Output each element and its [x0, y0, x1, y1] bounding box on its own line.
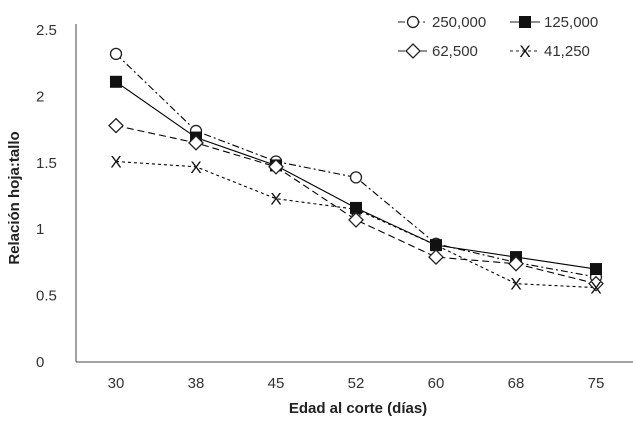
legend-label: 62,500 — [432, 43, 478, 60]
x-tick-label: 38 — [188, 375, 205, 392]
data-point-x: X — [110, 152, 121, 171]
data-point-diamond — [108, 117, 124, 134]
y-axis-label: Relación hoja:tallo — [6, 131, 23, 264]
data-point-diamond — [348, 211, 364, 228]
data-point-diamond — [428, 249, 444, 266]
x-tick-label: 52 — [348, 375, 365, 392]
y-tick-label: 2 — [36, 88, 44, 105]
legend-label: 125,000 — [544, 14, 598, 31]
data-point-x: X — [190, 158, 201, 177]
data-point-diamond — [588, 275, 604, 292]
data-point-x: X — [270, 190, 281, 209]
legend-label: 250,000 — [432, 14, 486, 31]
data-point-x: X — [350, 200, 361, 219]
data-point-x: X — [430, 236, 441, 255]
data-point-circle — [349, 171, 363, 184]
y-tick-label: 0.5 — [36, 288, 57, 305]
legend: 250,000 125,000 62,500 X 41,250 — [398, 14, 598, 61]
data-point-circle — [109, 47, 123, 61]
legend-label: 41,250 — [544, 43, 590, 60]
data-point-square — [590, 263, 602, 276]
x-tick-label: 68 — [508, 375, 525, 392]
data-point-x: X — [510, 275, 521, 294]
legend-marker-x: X — [519, 42, 530, 61]
legend-marker-diamond — [405, 43, 421, 59]
y-tick-label: 1 — [36, 221, 44, 238]
series-line-250,000 — [115, 53, 597, 278]
data-point-square — [110, 75, 122, 88]
x-tick-label: 75 — [588, 375, 605, 392]
x-axis-label: Edad al corte (días) — [289, 400, 427, 417]
legend-marker-square — [519, 16, 531, 28]
x-tick-label: 30 — [108, 375, 125, 392]
y-tick-label: 1.5 — [36, 155, 57, 172]
x-tick-label: 45 — [268, 375, 285, 392]
data-point-square — [350, 201, 362, 214]
data-point-square — [430, 239, 442, 252]
x-tick-label: 60 — [428, 375, 445, 392]
y-tick-label: 0 — [36, 354, 44, 371]
data-point-x: X — [590, 279, 601, 298]
data-point-diamond — [268, 158, 284, 175]
y-tick-label: 2.5 — [36, 22, 57, 39]
data-point-diamond — [188, 134, 204, 151]
legend-marker-circle — [406, 15, 420, 29]
data-point-diamond — [508, 255, 524, 272]
